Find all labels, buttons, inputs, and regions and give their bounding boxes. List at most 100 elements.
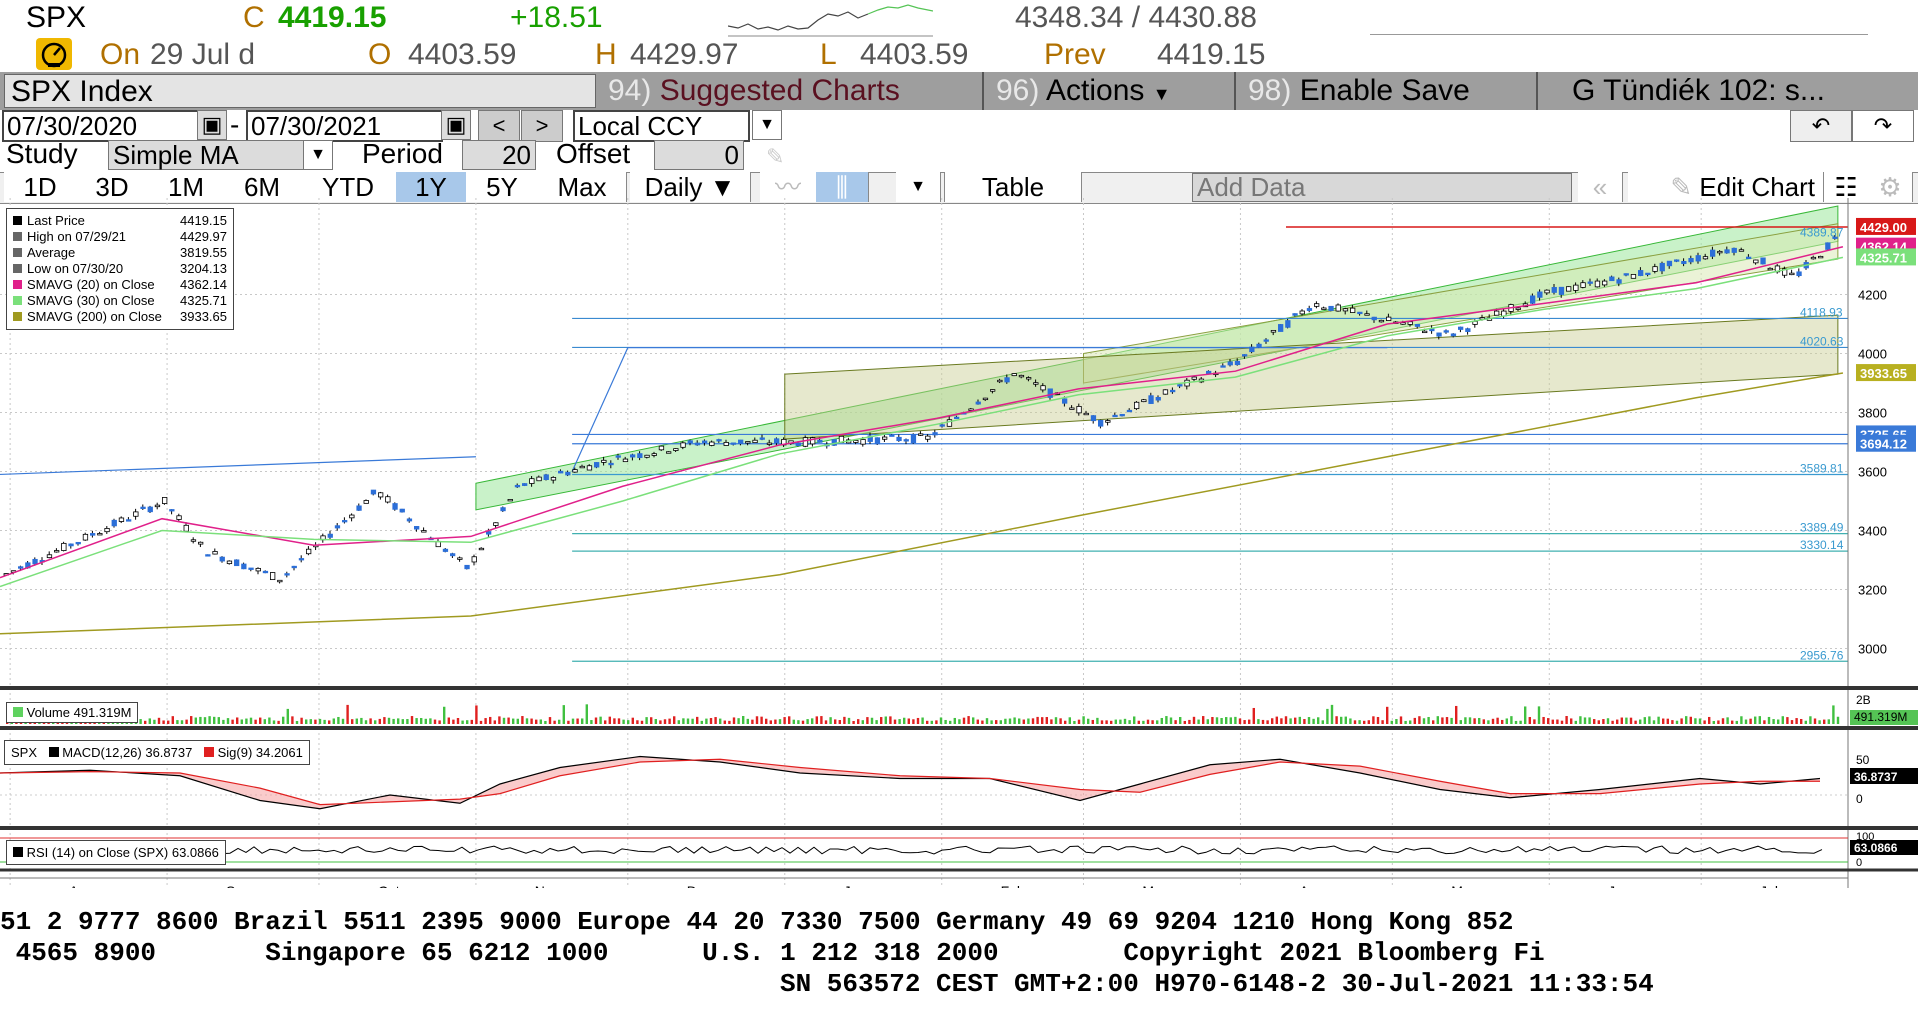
currency-select[interactable]: Local CCY [573, 110, 750, 142]
volume-bar [1344, 716, 1347, 724]
volume-bar [1257, 719, 1260, 724]
actions-menu[interactable]: 96) Actions ▼ [982, 72, 1218, 110]
volume-badge-label: 491.319M [1854, 710, 1907, 724]
volume-bar [1823, 719, 1826, 724]
candle-body [126, 519, 132, 522]
calendar-icon[interactable]: ▣ [441, 110, 471, 140]
candle-body [226, 560, 233, 565]
frequency-select[interactable]: Daily ▼ [630, 172, 751, 202]
calendar-icon[interactable]: ▣ [197, 110, 227, 140]
candle-body [896, 436, 902, 442]
candle-body [111, 519, 117, 527]
candle-body [990, 389, 996, 392]
suggested-charts-menu[interactable]: 94) Suggested Charts [596, 72, 988, 110]
volume-bar [1386, 706, 1389, 724]
candle-body [68, 543, 74, 547]
volume-bar [1413, 717, 1416, 724]
range-5y-button[interactable]: 5Y [466, 172, 539, 202]
legend-value: 4362.14 [180, 277, 227, 292]
gear-icon[interactable]: ⚙ [1868, 172, 1913, 202]
volume-bar [1459, 720, 1462, 724]
candle-body [1047, 388, 1053, 398]
next-period-button[interactable]: > [521, 110, 563, 142]
volume-bar [521, 716, 524, 724]
volume-bar [263, 719, 266, 724]
chevron-down-icon[interactable]: ▼ [752, 110, 782, 140]
candle-body [766, 442, 773, 445]
volume-bar [673, 716, 676, 724]
rewind-icon[interactable]: « [1578, 172, 1623, 202]
candlestick-icon[interactable]: ⫼ [816, 172, 869, 202]
period-input[interactable]: 20 [462, 140, 536, 170]
volume-bar [1616, 719, 1619, 724]
range-1y-button[interactable]: 1Y [396, 172, 467, 202]
undo-icon[interactable]: ↶ [1790, 110, 1852, 142]
candle-body [810, 437, 816, 445]
macd-histogram-area [0, 756, 1820, 809]
candle-body [1782, 268, 1788, 276]
candle-body [1609, 276, 1615, 282]
candle-body [1342, 308, 1349, 312]
month-label: Sep [226, 883, 251, 888]
volume-bar [857, 719, 860, 724]
candle-body [1141, 399, 1147, 403]
prev-period-button[interactable]: < [478, 110, 520, 142]
candle-body [1062, 398, 1068, 404]
candle-body [1623, 273, 1629, 276]
end-date-input[interactable]: 07/30/2021 [246, 110, 443, 142]
quote-date: 29 Jul d [150, 38, 256, 71]
candle-body [219, 556, 225, 562]
volume-bar [1694, 718, 1697, 724]
range-1d-button[interactable]: 1D [4, 172, 77, 202]
candle-body [1090, 415, 1097, 422]
range-1m-button[interactable]: 1M [148, 172, 225, 202]
volume-bar [571, 718, 575, 724]
legend-row: SMAVG (200) on Close 3933.65 [13, 309, 227, 325]
chevron-down-icon[interactable]: ▼ [303, 140, 333, 170]
candle-body [745, 441, 751, 444]
candle-body [1242, 354, 1248, 357]
volume-bar [374, 720, 377, 724]
volume-bar [424, 718, 427, 724]
chart-settings-icon[interactable]: ☷ [1824, 172, 1869, 202]
study-select[interactable]: Simple MA [108, 140, 304, 170]
range-6m-button[interactable]: 6M [224, 172, 301, 202]
chevron-down-icon[interactable]: ▼ [896, 172, 941, 202]
range-3d-button[interactable]: 3D [76, 172, 149, 202]
offset-input[interactable]: 0 [654, 140, 744, 170]
line-chart-icon[interactable]: 〰 [760, 172, 817, 202]
volume-bar [277, 720, 280, 724]
table-button[interactable]: Table [944, 172, 1082, 202]
volume-bar [1284, 716, 1288, 724]
volume-bar [300, 717, 303, 724]
security-symbol: SPX [26, 1, 87, 34]
volume-bar [489, 716, 492, 724]
gauge-icon[interactable] [36, 38, 72, 70]
start-date-input[interactable]: 07/30/2020 [2, 110, 199, 142]
candle-body [716, 439, 722, 442]
security-field[interactable]: SPX Index [4, 74, 596, 108]
candle-body [97, 533, 103, 536]
enable-save-button[interactable]: 98) Enable Save [1234, 72, 1546, 110]
add-data-input[interactable]: Add Data [1192, 173, 1572, 202]
legend-row: Low on 07/30/20 3204.13 [13, 261, 227, 277]
moving-average-line [0, 245, 1844, 579]
price-chart[interactable]: 4389.87 4118.93 4020.63 3589.81 3389.49 3330.… [0, 198, 1918, 888]
legend-row: Last Price 4419.15 [13, 213, 227, 229]
candle-body [1299, 310, 1305, 315]
volume-bar [1188, 719, 1191, 724]
redo-icon[interactable]: ↷ [1852, 110, 1914, 142]
volume-bar [176, 720, 179, 724]
volume-bar [282, 716, 285, 724]
pencil-icon[interactable]: ✎ [766, 144, 785, 169]
range-max-button[interactable]: Max [538, 172, 627, 202]
edit-chart-button[interactable]: ✎ Edit Chart [1628, 172, 1824, 202]
candle-body [262, 570, 269, 574]
volume-bar [1708, 716, 1711, 724]
volume-bar [1022, 719, 1025, 724]
pencil-icon: ✎ [1670, 172, 1700, 202]
range-ytd-button[interactable]: YTD [300, 172, 397, 202]
volume-bar [1455, 705, 1458, 724]
candle-body [334, 525, 341, 529]
volume-bar [1551, 719, 1554, 724]
